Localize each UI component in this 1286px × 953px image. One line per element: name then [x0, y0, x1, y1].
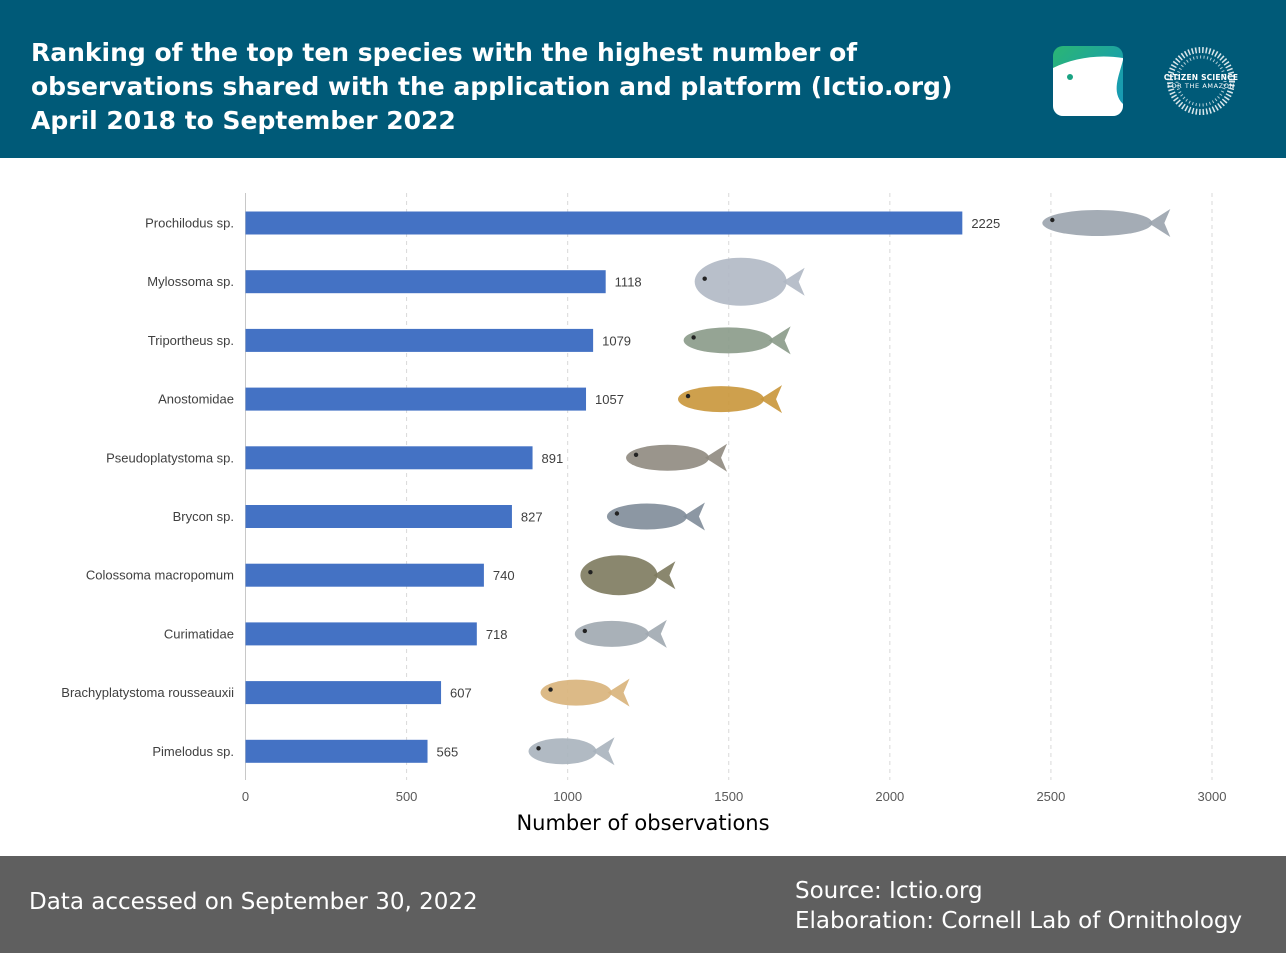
source-credits: Source: Ictio.org Elaboration: Cornell L… [795, 876, 1242, 936]
x-tick-label: 0 [242, 789, 249, 804]
fish-body-icon [540, 679, 612, 706]
fish-illustrations [528, 209, 1171, 766]
data-label: 2225 [971, 216, 1000, 231]
category-label: Triportheus sp. [148, 333, 234, 348]
citizen-science-logo-line1: CITIZEN SCIENCE [1163, 73, 1239, 82]
bars [245, 211, 963, 763]
x-tick-labels: 0 500 1000 1500 2000 2500 3000 [242, 789, 1227, 804]
fish-eye-icon [1050, 217, 1055, 223]
fish-body-icon [574, 620, 649, 647]
x-tick-label: 1000 [553, 789, 582, 804]
fish-body-icon [1042, 210, 1153, 236]
fish-illustration [683, 326, 791, 355]
fish-illustration [626, 443, 728, 472]
fish-body-icon [694, 257, 787, 306]
fish-tail-icon [644, 619, 667, 648]
fish-tail-icon [653, 561, 676, 590]
fish-eye-icon [691, 335, 696, 340]
fish-illustration [678, 385, 783, 414]
fish-body-icon [683, 327, 773, 354]
fish-tail-icon [592, 737, 615, 766]
data-label: 565 [437, 744, 459, 759]
source-text: Source: Ictio.org [795, 878, 983, 904]
category-label: Brycon sp. [173, 509, 234, 524]
fish-logo-icon [1053, 56, 1123, 116]
fish-eye-icon [548, 687, 553, 692]
fish-tail-icon [768, 326, 791, 355]
fish-illustration [606, 502, 705, 531]
bar [245, 563, 484, 587]
fish-illustration [528, 737, 615, 766]
fish-eye-icon [614, 511, 620, 516]
data-label: 1057 [595, 392, 624, 407]
bar [245, 505, 512, 528]
category-labels: Prochilodus sp. Mylossoma sp. Triportheus … [61, 216, 234, 759]
fish-body-icon [580, 555, 658, 596]
fish-tail-icon [682, 502, 705, 531]
elaboration-text: Elaboration: Cornell Lab of Ornithology [795, 908, 1243, 934]
fish-tail-icon [1148, 209, 1171, 237]
category-label: Mylossoma sp. [147, 274, 234, 289]
header-banner: Ranking of the top ten species with the … [0, 0, 1286, 158]
fish-illustration [580, 555, 676, 596]
ictio-app-logo [1053, 46, 1123, 116]
footer: Data accessed on September 30, 2022 Sour… [0, 856, 1286, 953]
data-accessed-note: Data accessed on September 30, 2022 [29, 889, 478, 915]
x-tick-label: 2000 [875, 789, 904, 804]
bar [245, 270, 606, 294]
fish-eye-icon [536, 746, 541, 751]
data-label: 891 [542, 451, 564, 466]
x-tick-label: 500 [396, 789, 418, 804]
data-label: 827 [521, 510, 543, 525]
fish-eye-icon [685, 393, 691, 399]
bar [245, 739, 428, 763]
category-label: Anostomidae [158, 392, 234, 407]
data-labels: 2225 1118 1079 1057 891 827 740 718 607 565 [437, 216, 1001, 759]
data-label: 1079 [602, 333, 631, 348]
citizen-science-ring-icon [1167, 47, 1235, 115]
fish-eye-icon [702, 276, 707, 281]
fish-eye-icon [582, 628, 588, 634]
fish-body-icon [678, 386, 765, 413]
category-label: Prochilodus sp. [145, 216, 234, 231]
bar-chart: Prochilodus sp. Mylossoma sp. Triportheus … [61, 193, 1227, 835]
category-label: Colossoma macropomum [86, 568, 234, 583]
bar [245, 622, 477, 646]
bar [245, 328, 594, 352]
fish-eye-icon [588, 570, 593, 575]
fish-illustration [694, 257, 805, 306]
fish-illustration [574, 619, 667, 648]
citizen-science-logo: CITIZEN SCIENCE FOR THE AMAZON [1162, 45, 1240, 117]
data-label: 1118 [615, 275, 642, 290]
chart-title: Ranking of the top ten species with the … [31, 38, 953, 135]
fish-eye-icon [633, 452, 639, 457]
fish-illustration [1042, 209, 1171, 237]
x-axis-title: Number of observations [516, 811, 769, 835]
x-tick-label: 2500 [1036, 789, 1065, 804]
fish-body-icon [606, 503, 687, 530]
bar [245, 211, 963, 235]
category-label: Pseudoplatystoma sp. [106, 450, 234, 465]
fish-illustration [540, 678, 630, 707]
fish-body-icon [528, 738, 597, 765]
fish-tail-icon [705, 443, 728, 472]
bar [245, 446, 533, 470]
data-label: 740 [493, 568, 515, 583]
category-label: Brachyplatystoma rousseauxii [61, 685, 234, 700]
category-label: Curimatidae [164, 626, 234, 641]
data-label: 718 [486, 627, 508, 642]
fish-body-icon [626, 444, 710, 471]
citizen-science-logo-line2: FOR THE AMAZON [1167, 82, 1235, 90]
citizen-science-logo-text: CITIZEN SCIENCE FOR THE AMAZON [1162, 73, 1240, 91]
x-tick-label: 1500 [714, 789, 743, 804]
bar [245, 681, 442, 705]
x-tick-label: 3000 [1198, 789, 1227, 804]
fish-tail-icon [782, 267, 805, 296]
fish-tail-icon [760, 385, 783, 414]
data-label: 607 [450, 686, 472, 701]
bar [245, 387, 587, 411]
fish-tail-icon [607, 678, 630, 707]
category-label: Pimelodus sp. [152, 744, 234, 759]
